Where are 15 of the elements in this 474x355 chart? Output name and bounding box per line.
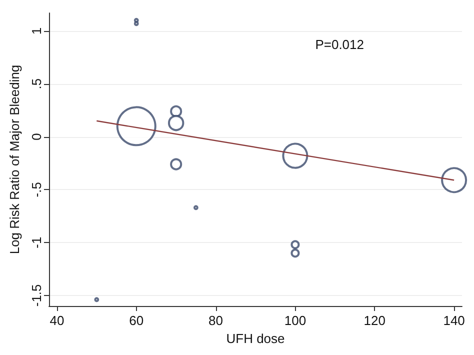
y-tick-label: 1	[29, 27, 44, 35]
y-tick-label: -.5	[29, 182, 44, 198]
x-tick-label: 140	[443, 313, 465, 328]
y-tick-label: -1.5	[29, 284, 44, 307]
y-axis-title: Log Risk Ratio of Major Bleeding	[7, 64, 22, 254]
y-tick-label: .5	[29, 78, 44, 90]
x-tick-label: 80	[208, 313, 224, 328]
x-tick-label: 60	[129, 313, 144, 328]
x-tick-label: 120	[364, 313, 386, 328]
x-tick-label: 100	[284, 313, 306, 328]
y-tick-label: 0	[29, 133, 44, 140]
y-tick-label: -1	[29, 236, 44, 248]
x-axis-title: UFH dose	[226, 331, 285, 346]
x-tick-label: 40	[50, 313, 64, 328]
annotation: P=0.012	[315, 37, 364, 52]
